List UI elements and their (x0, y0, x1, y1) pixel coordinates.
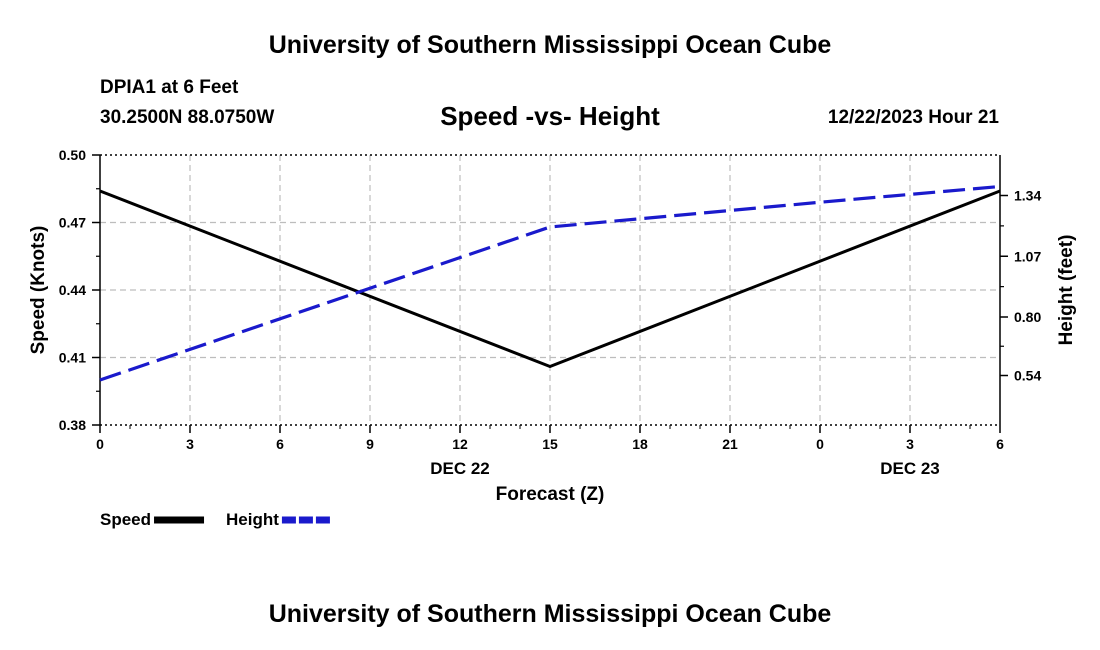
x-tick-label: 12 (452, 436, 468, 452)
y-tick-label-left: 0.47 (59, 215, 86, 231)
x-tick-label: 9 (366, 436, 374, 452)
y-tick-label-right: 0.54 (1014, 368, 1041, 384)
y-tick-label-left: 0.50 (59, 147, 86, 163)
x-tick-label: 6 (996, 436, 1004, 452)
x-tick-label: 21 (722, 436, 738, 452)
datetime-label: 12/22/2023 Hour 21 (827, 107, 999, 128)
page-title: University of Southern Mississippi Ocean… (268, 31, 832, 59)
legend-label-speed: Speed (100, 510, 151, 529)
y-tick-label-right: 1.07 (1014, 248, 1041, 264)
x-axis-label: Forecast (Z) (496, 484, 605, 505)
x-tick-label: 18 (632, 436, 648, 452)
chart-title: Speed -vs- Height (440, 101, 660, 131)
x-tick-label: 15 (542, 436, 558, 452)
x-tick-label: 3 (906, 436, 914, 452)
coordinates-label: 30.2500N 88.0750W (100, 107, 275, 128)
y-axis-label-left: Speed (Knots) (28, 226, 49, 355)
series-line-speed (99, 189, 1001, 368)
y-tick-label-left: 0.38 (59, 417, 86, 433)
y-axis-label-right: Height (feet) (1056, 235, 1077, 346)
series-line-height (99, 184, 1001, 382)
x-tick-label: 6 (276, 436, 284, 452)
station-label: DPIA1 at 6 Feet (100, 77, 239, 98)
x-tick-label: 3 (186, 436, 194, 452)
y-tick-label-right: 0.80 (1014, 309, 1041, 325)
legend-label-height: Height (226, 510, 279, 529)
footer-title: University of Southern Mississippi Ocean… (268, 600, 832, 628)
x-tick-label: 0 (96, 436, 104, 452)
y-tick-label-left: 0.41 (59, 350, 86, 366)
date-label: DEC 23 (880, 459, 940, 478)
x-tick-label: 0 (816, 436, 824, 452)
y-tick-label-right: 1.34 (1014, 188, 1041, 204)
date-label: DEC 22 (430, 459, 490, 478)
y-tick-label-left: 0.44 (59, 282, 86, 298)
